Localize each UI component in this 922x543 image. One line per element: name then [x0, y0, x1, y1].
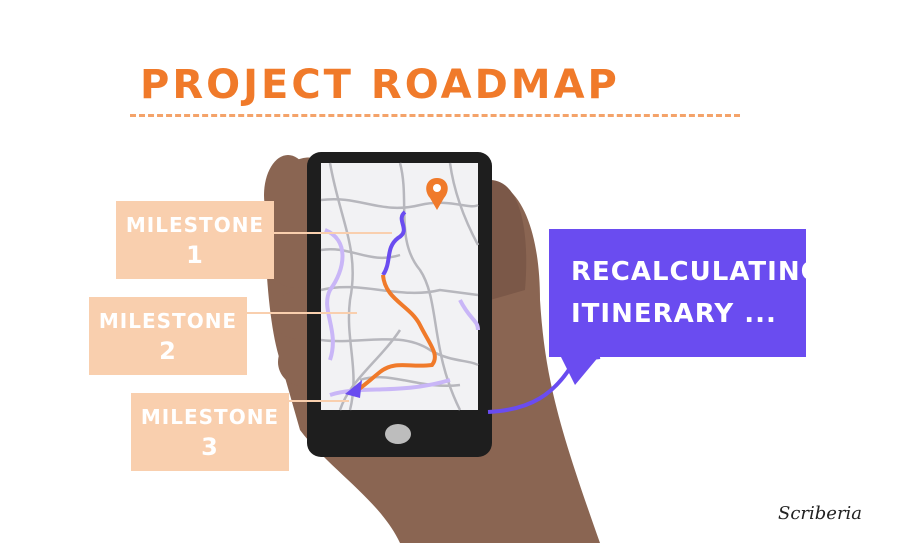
title-banner: PROJECT ROADMAP: [130, 62, 740, 122]
artist-signature: Scriberia: [778, 503, 863, 524]
map-pin-icon: [426, 178, 448, 210]
navigation-arrow-icon: [345, 380, 362, 398]
map-streets: [320, 162, 480, 411]
milestone-label: MILESTONE: [98, 309, 238, 333]
finger-4: [264, 155, 312, 235]
title-underline: [130, 114, 740, 117]
page-title: PROJECT ROADMAP: [140, 62, 620, 108]
milestone-number: 2: [159, 337, 177, 365]
milestone-label: MILESTONE: [140, 405, 280, 429]
bubble-line-2: ITINERARY ...: [571, 299, 777, 329]
milestone-3: MILESTONE 3: [131, 393, 289, 471]
milestone-2: MILESTONE 2: [89, 297, 247, 375]
milestone-number: 1: [186, 241, 204, 269]
home-button-icon[interactable]: [385, 424, 411, 444]
milestone-1-connector: [274, 232, 392, 234]
bubble-pointer: [560, 355, 600, 385]
milestone-1: MILESTONE 1: [116, 201, 274, 279]
hand-shadow: [490, 180, 527, 300]
bubble-line-1: RECALCULATING: [571, 257, 823, 287]
route-orange: [353, 274, 437, 394]
status-bubble: RECALCULATING ITINERARY ...: [549, 229, 823, 357]
milestone-3-connector: [289, 400, 349, 402]
milestone-2-connector: [247, 312, 357, 314]
map-roads: [324, 228, 480, 397]
milestone-number: 3: [201, 433, 219, 461]
route-purple: [381, 210, 407, 277]
milestone-label: MILESTONE: [125, 213, 265, 237]
